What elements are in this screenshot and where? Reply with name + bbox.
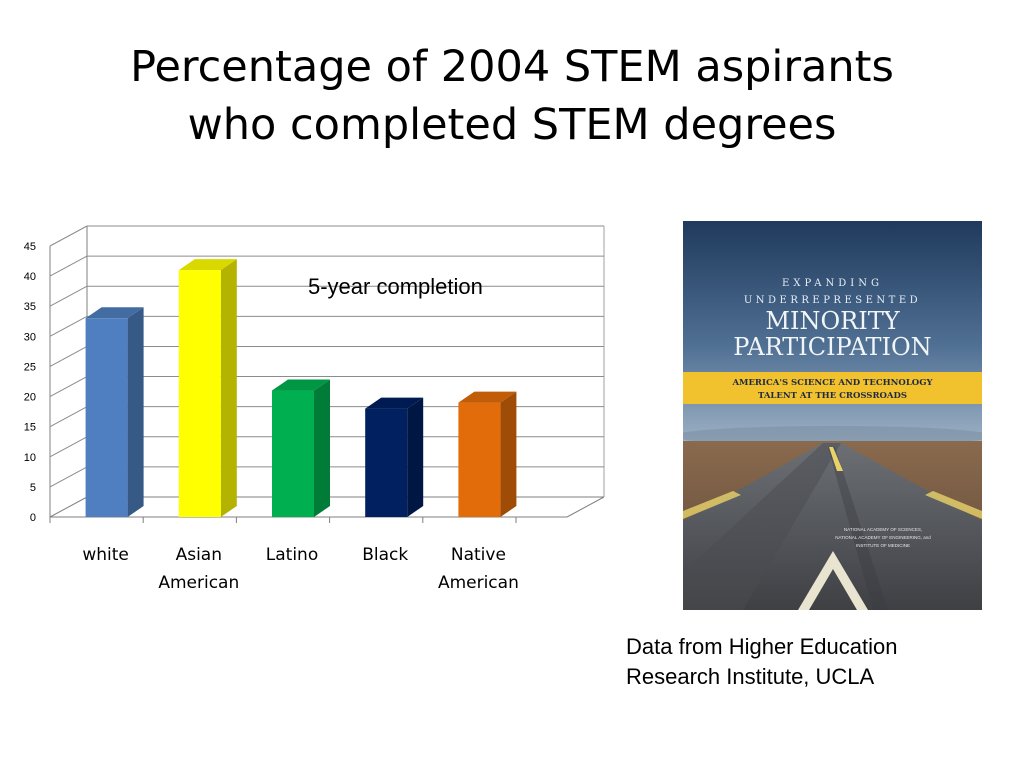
bar-3 — [365, 397, 424, 517]
bar-side — [220, 259, 237, 517]
bar-top — [178, 259, 237, 271]
book-publisher-line-2: NATIONAL ACADEMY OF ENGINEERING, and — [835, 535, 931, 540]
gridline-side — [49, 406, 88, 428]
x-tick-label: Latino — [266, 545, 318, 565]
book-cover-image: EXPANDING UNDERREPRESENTED MINORITY PART… — [683, 221, 982, 610]
book-line-4: PARTICIPATION — [733, 333, 931, 361]
slide-title: Percentage of 2004 STEM aspirants who co… — [40, 38, 984, 154]
chart-bars — [85, 259, 517, 517]
bar-4 — [458, 391, 517, 517]
y-tick-label: 15 — [24, 422, 36, 434]
chart-gridlines — [49, 225, 605, 523]
gridline-side — [49, 376, 88, 397]
y-tick-label: 45 — [24, 241, 36, 253]
bar-top — [458, 391, 517, 403]
gridline-side — [49, 346, 88, 367]
book-line-3: MINORITY — [765, 307, 900, 335]
gridline-side — [49, 315, 88, 337]
y-tick-label: 40 — [24, 271, 36, 283]
bar-top — [272, 379, 330, 391]
bar-side — [500, 391, 517, 517]
x-axis-tick-labels: white Asian American Latino Black Native Ameri… — [82, 545, 519, 593]
gridline-side — [49, 255, 88, 277]
title-line-1: Percentage of 2004 STEM aspirants — [130, 42, 894, 92]
bar-front — [178, 270, 221, 517]
y-tick-label: 25 — [24, 361, 36, 373]
book-band-line-2: TALENT AT THE CROSSROADS — [758, 391, 907, 401]
x-tick-label: Asian — [176, 545, 222, 565]
gridline-side — [49, 285, 88, 307]
bar-side — [407, 397, 424, 517]
y-axis-tick-labels: 0 5 10 15 20 25 30 35 40 45 — [24, 241, 36, 524]
bar-1 — [178, 259, 237, 517]
bar-front — [272, 390, 314, 517]
book-publisher-line-3: INSTITUTE OF MEDICINE — [856, 543, 910, 548]
book-band-line-1: AMERICA'S SCIENCE AND TECHNOLOGY — [731, 378, 933, 388]
bar-chart: 0 5 10 15 20 25 30 35 40 45 white Asian American Lat… — [24, 225, 605, 593]
bar-0 — [85, 307, 144, 517]
source-note: Data from Higher Education Research Inst… — [626, 632, 986, 692]
title-line-2: who completed STEM degrees — [187, 100, 837, 150]
gridline-side — [49, 436, 88, 458]
bar-side — [314, 379, 330, 517]
book-line-1: EXPANDING — [782, 278, 883, 289]
bar-top — [85, 307, 144, 319]
bar-top — [365, 397, 424, 409]
y-tick-label: 10 — [24, 452, 36, 464]
x-tick-label: American — [158, 573, 239, 593]
source-line-1: Data from Higher Education — [626, 634, 898, 659]
x-tick-label: Black — [362, 545, 408, 565]
floor-right-edge — [566, 496, 605, 518]
gridline-side — [49, 466, 88, 488]
y-tick-label: 30 — [24, 331, 36, 343]
y-tick-label: 35 — [24, 301, 36, 313]
book-publisher-line-1: NATIONAL ACADEMY OF SCIENCES, — [844, 527, 922, 532]
source-line-2: Research Institute, UCLA — [626, 664, 875, 689]
book-title-block: EXPANDING UNDERREPRESENTED MINORITY PART… — [733, 278, 931, 361]
bar-front — [458, 402, 501, 517]
x-tick-label: Native — [451, 545, 506, 565]
gridline-side — [49, 225, 88, 247]
bar-2 — [272, 379, 330, 517]
chart-annotation: 5-year completion — [308, 274, 483, 299]
x-tick-label: American — [438, 573, 519, 593]
bar-front — [85, 318, 128, 517]
y-tick-label: 20 — [24, 392, 36, 404]
y-tick-label: 5 — [30, 482, 36, 494]
bar-side — [127, 307, 144, 517]
book-line-2: UNDERREPRESENTED — [744, 295, 921, 306]
gridline-side — [49, 496, 88, 518]
bar-front — [365, 408, 408, 517]
y-tick-label: 0 — [30, 512, 36, 524]
x-tick-label: white — [82, 545, 129, 565]
